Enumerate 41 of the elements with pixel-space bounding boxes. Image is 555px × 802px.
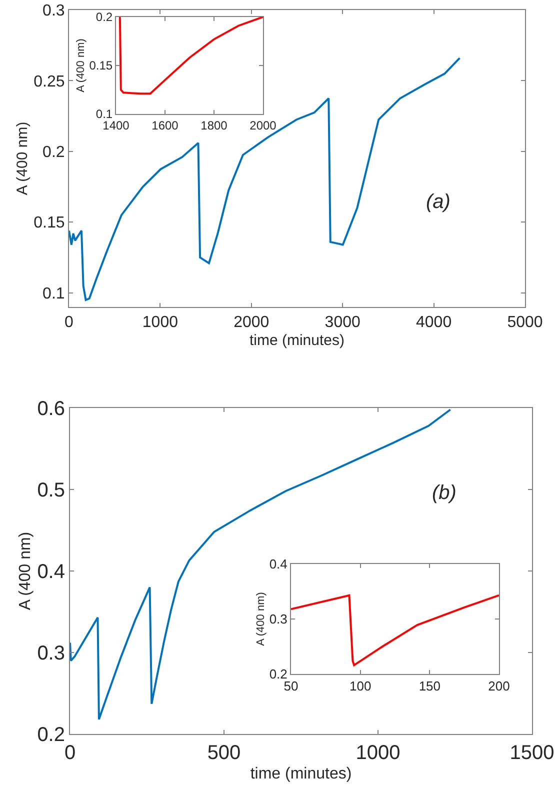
y-tick-label: 0.4 xyxy=(37,561,65,583)
line-series xyxy=(291,594,499,666)
x-tick-label: 500 xyxy=(207,742,241,764)
x-tick-label: 150 xyxy=(418,678,441,694)
x-tick-label: 2000 xyxy=(234,314,270,332)
x-tick-label: 3000 xyxy=(324,314,360,332)
y-tick-label: 0.1 xyxy=(42,285,65,302)
line-series xyxy=(118,17,263,95)
y-tick-label: 0.15 xyxy=(89,58,113,73)
y-axis-title: A (400 nm) xyxy=(74,38,87,92)
y-tick-label: 0.15 xyxy=(34,214,65,232)
y-tick-label: 0.3 xyxy=(37,642,65,664)
x-tick-label: 1000 xyxy=(142,314,178,332)
x-axis-title: time (minutes) xyxy=(250,766,352,783)
x-tick-label: 200 xyxy=(488,678,510,694)
x-tick-label: 100 xyxy=(349,678,372,694)
y-tick-label: 0.25 xyxy=(34,73,65,90)
y-tick-label: 0.3 xyxy=(42,2,65,20)
y-tick-label: 0.2 xyxy=(96,10,113,24)
y-axis-title: A (400 nm) xyxy=(17,532,34,610)
x-tick-label: 5000 xyxy=(507,314,543,332)
y-tick-label: 0.3 xyxy=(269,612,288,627)
x-tick-label: 1000 xyxy=(356,742,400,764)
x-tick-label: 0 xyxy=(64,314,74,332)
annotation: (a) xyxy=(426,191,450,213)
line-series xyxy=(69,57,461,301)
x-axis-title: time (minutes) xyxy=(249,332,345,350)
y-tick-label: 0.2 xyxy=(42,144,65,162)
y-axis-title: A (400 nm) xyxy=(14,122,31,196)
y-tick-label: 0.5 xyxy=(37,480,65,502)
x-tick-label: 2000 xyxy=(250,118,277,132)
y-axis-title: A (400 nm) xyxy=(254,592,267,646)
annotation: (b) xyxy=(432,482,456,504)
x-tick-label: 1600 xyxy=(152,118,179,132)
y-tick-label: 0.2 xyxy=(37,724,65,746)
y-tick-label: 0.6 xyxy=(37,398,65,420)
y-tick-label: 0.4 xyxy=(269,556,288,572)
x-tick-label: 0 xyxy=(64,742,76,764)
x-tick-label: 1800 xyxy=(200,118,228,132)
x-tick-label: 4000 xyxy=(416,314,452,332)
x-tick-label: 1500 xyxy=(510,742,554,764)
